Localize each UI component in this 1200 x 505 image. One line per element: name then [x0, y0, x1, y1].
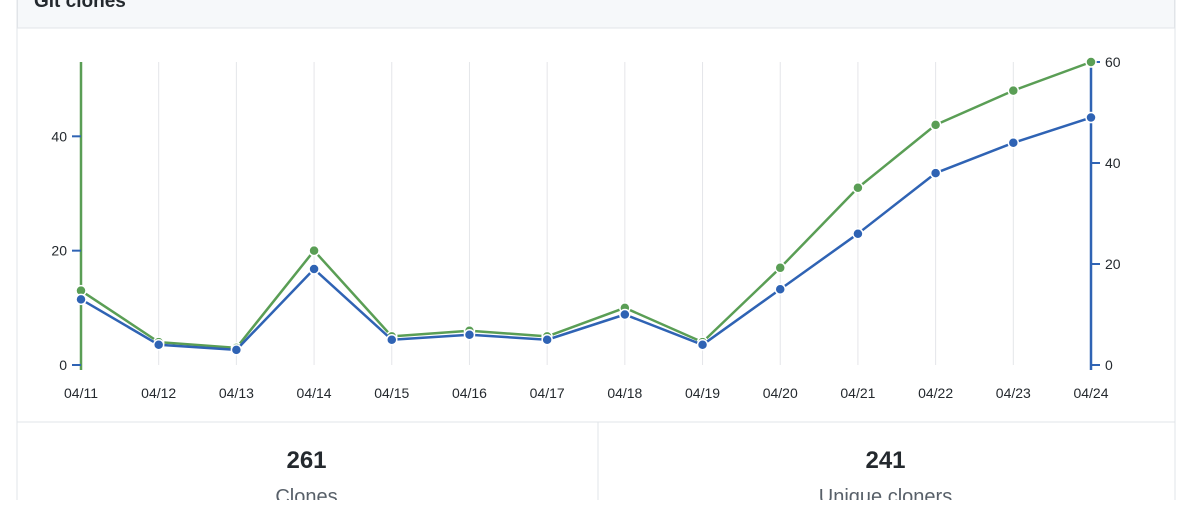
y2-tick-label: 20	[1105, 256, 1121, 272]
data-point	[1007, 137, 1020, 149]
y-tick-label: 20	[51, 243, 67, 259]
data-point	[75, 293, 87, 306]
data-point	[230, 344, 243, 356]
data-point	[308, 263, 320, 275]
x-tick-label: 04/20	[763, 385, 798, 401]
x-tick-label: 04/19	[685, 385, 720, 401]
series-line	[80, 60, 1092, 350]
data-point	[929, 167, 942, 179]
y2-tick-label: 0	[1105, 357, 1113, 373]
data-point	[152, 339, 165, 351]
data-point	[696, 339, 709, 351]
x-tick-label: 04/17	[530, 385, 565, 401]
series-line	[80, 116, 1092, 352]
x-tick-label: 04/24	[1073, 385, 1108, 401]
data-point	[852, 182, 864, 194]
x-tick-label: 04/14	[297, 385, 332, 401]
y-tick-label: 0	[59, 357, 67, 373]
x-tick-label: 04/12	[141, 385, 176, 401]
data-point	[386, 334, 398, 346]
x-tick-label: 04/18	[607, 385, 642, 401]
x-tick-label: 04/15	[374, 385, 409, 401]
x-tick-label: 04/23	[996, 385, 1031, 401]
data-point	[852, 227, 864, 240]
data-point	[308, 244, 320, 257]
data-point	[541, 334, 553, 346]
stat-label: Clones	[275, 486, 337, 500]
x-tick-label: 04/13	[219, 385, 254, 401]
data-point	[774, 262, 786, 274]
data-point	[774, 283, 786, 295]
data-point	[1085, 56, 1097, 68]
stat-label: Unique cloners	[819, 486, 952, 500]
plot: 04/11 04/12 04/13 04/14 04/15 04/16 04/17 04/18…	[51, 54, 1120, 401]
data-point	[1085, 111, 1097, 124]
x-tick-label: 04/16	[452, 385, 487, 401]
x-tick-label: 04/22	[918, 385, 953, 401]
stat-value: 261	[286, 447, 326, 474]
panel-title: Git clones	[34, 0, 126, 12]
data-point	[463, 328, 476, 341]
data-point	[619, 308, 631, 321]
y2-tick-label: 60	[1105, 54, 1121, 70]
x-tick-label: 04/21	[840, 385, 875, 401]
panel-header	[17, 0, 1175, 29]
y-tick-label: 40	[51, 128, 67, 144]
data-point	[929, 119, 942, 131]
panel-border	[16, 0, 1176, 505]
data-point	[1007, 84, 1020, 97]
x-tick-label: 04/11	[64, 385, 98, 401]
y2-tick-label: 40	[1105, 155, 1121, 171]
stat-value: 241	[865, 447, 905, 474]
